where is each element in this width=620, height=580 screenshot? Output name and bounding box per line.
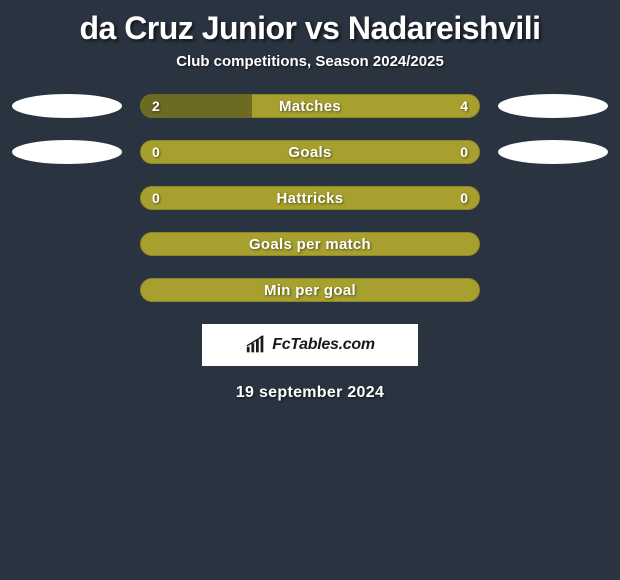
stat-rows: 24Matches 00Goals 00Hattricks Goals per mat…	[0, 94, 620, 302]
stat-row: 00Goals	[0, 140, 620, 164]
stat-bar: 00Hattricks	[140, 186, 480, 210]
stat-label: Matches	[140, 94, 480, 118]
bars-icon	[245, 334, 267, 356]
badge-text: FcTables.com	[272, 336, 375, 354]
stat-row: 00Hattricks	[0, 186, 620, 210]
stat-label: Goals	[140, 140, 480, 164]
stat-label: Goals per match	[140, 232, 480, 256]
player-oval-right	[498, 94, 608, 118]
stat-row: Goals per match	[0, 232, 620, 256]
stat-bar: 00Goals	[140, 140, 480, 164]
source-badge: FcTables.com	[202, 324, 418, 366]
stat-bar: Min per goal	[140, 278, 480, 302]
stat-row: Min per goal	[0, 278, 620, 302]
stat-label: Min per goal	[140, 278, 480, 302]
player-oval-left	[12, 140, 122, 164]
stat-bar: 24Matches	[140, 94, 480, 118]
page-title: da Cruz Junior vs Nadareishvili	[0, 2, 620, 53]
page-subtitle: Club competitions, Season 2024/2025	[0, 53, 620, 94]
player-oval-right	[498, 140, 608, 164]
date-text: 19 september 2024	[0, 384, 620, 402]
stat-label: Hattricks	[140, 186, 480, 210]
player-oval-left	[12, 94, 122, 118]
stat-bar: Goals per match	[140, 232, 480, 256]
stat-row: 24Matches	[0, 94, 620, 118]
